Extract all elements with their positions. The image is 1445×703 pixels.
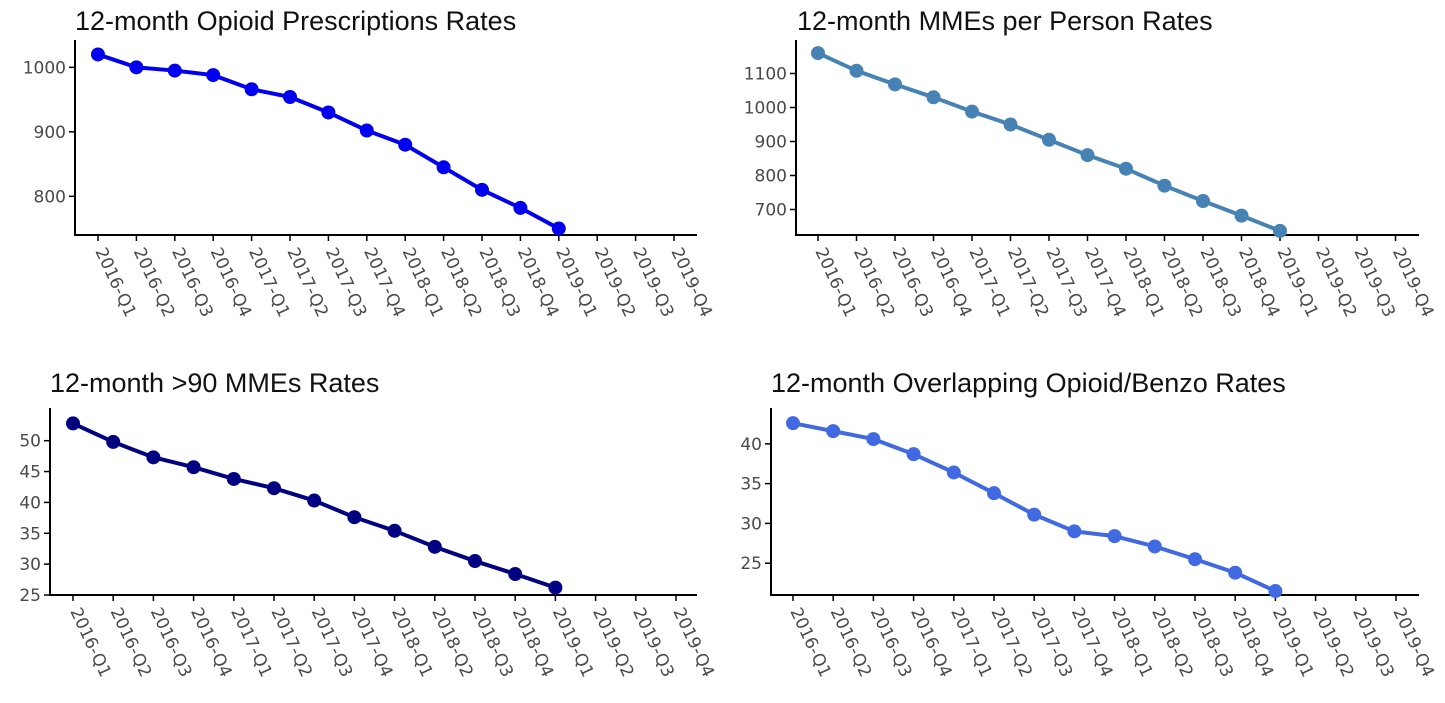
- data-point: [226, 471, 241, 486]
- chart-panel-opioid-prescriptions: 12-month Opioid Prescriptions Rates 800 9…: [0, 0, 722, 350]
- data-point: [849, 63, 864, 78]
- y-tick-label: 40: [19, 493, 41, 513]
- y-tick-label: 35: [19, 524, 41, 544]
- data-point: [427, 539, 442, 554]
- data-point: [1234, 208, 1249, 223]
- data-point: [283, 90, 297, 105]
- data-point: [398, 137, 413, 152]
- series-line: [97, 52, 560, 231]
- data-point: [186, 460, 201, 475]
- data-point: [106, 434, 121, 449]
- line-chart: 700800900100011002016-Q12016-Q22016-Q320…: [744, 40, 1437, 320]
- series-line: [792, 421, 1277, 593]
- data-point: [475, 182, 489, 197]
- data-point: [1067, 524, 1082, 539]
- data-point: [513, 200, 528, 215]
- y-tick-label: 1100: [744, 65, 787, 85]
- y-tick-label: 30: [19, 555, 41, 575]
- y-tick-label: 40: [740, 435, 762, 455]
- data-point: [1273, 223, 1287, 238]
- y-tick-label: 35: [740, 475, 762, 495]
- data-point: [826, 424, 841, 439]
- data-point: [91, 47, 105, 62]
- data-point: [1188, 552, 1202, 567]
- data-point: [888, 77, 902, 92]
- data-point: [906, 447, 921, 462]
- chart-panel-mmes-per-person: 12-month MMEs per Person Rates 700 800 900…: [722, 0, 1445, 350]
- data-point: [307, 493, 322, 508]
- data-point: [1228, 565, 1243, 580]
- data-point: [347, 510, 362, 525]
- y-tick-label: 45: [19, 463, 41, 483]
- y-tick-label: 25: [19, 586, 41, 606]
- y-tick-label: 30: [740, 514, 762, 534]
- data-point: [129, 60, 144, 75]
- data-point: [965, 104, 979, 119]
- y-tick-label: 700: [755, 201, 787, 221]
- y-tick-label: 800: [34, 187, 66, 207]
- data-point: [508, 567, 523, 582]
- y-tick-label: 50: [19, 432, 41, 452]
- data-point: [548, 580, 563, 595]
- data-point: [1027, 507, 1042, 522]
- data-point: [1042, 132, 1056, 147]
- data-point: [146, 450, 161, 465]
- data-point: [811, 46, 825, 61]
- y-tick-label: 900: [755, 133, 787, 153]
- data-point: [468, 554, 482, 569]
- chart-panel-overlapping-opioid-benzo: 12-month Overlapping Opioid/Benzo Rates …: [722, 350, 1445, 703]
- data-point: [387, 523, 402, 538]
- chart-title: 12-month Overlapping Opioid/Benzo Rates: [771, 368, 1286, 398]
- data-point: [1107, 529, 1122, 544]
- data-point: [1196, 194, 1210, 208]
- data-point: [206, 68, 221, 83]
- data-point: [436, 160, 451, 175]
- line-chart: 80090010002016-Q12016-Q22016-Q32016-Q420…: [23, 40, 716, 320]
- data-point: [66, 416, 80, 431]
- chart-title: 12-month MMEs per Person Rates: [797, 6, 1213, 36]
- line-chart: 2530354045502016-Q12016-Q22016-Q32016-Q4…: [19, 408, 718, 680]
- data-point: [244, 82, 259, 97]
- chart-panel-over-90-mmes: 12-month >90 MMEs Rates 25 30 35 40 45 50 2016…: [0, 350, 722, 703]
- data-point: [1119, 161, 1133, 176]
- data-point: [267, 481, 281, 496]
- y-tick-label: 25: [740, 554, 762, 574]
- data-point: [987, 486, 1001, 501]
- data-point: [1147, 539, 1162, 554]
- line-chart: 253035402016-Q12016-Q22016-Q32016-Q42017…: [740, 408, 1438, 680]
- data-point: [946, 465, 961, 480]
- data-point: [1080, 148, 1095, 163]
- y-tick-label: 1000: [23, 58, 66, 78]
- data-point: [926, 90, 941, 105]
- data-point: [1268, 584, 1283, 599]
- data-point: [786, 416, 800, 431]
- chart-title: 12-month Opioid Prescriptions Rates: [75, 6, 517, 36]
- y-tick-label: 900: [34, 123, 66, 143]
- data-point: [1157, 178, 1172, 193]
- y-tick-label: 1000: [744, 99, 787, 119]
- data-point: [359, 123, 374, 138]
- data-point: [167, 63, 182, 78]
- data-point: [551, 221, 566, 236]
- y-tick-label: 800: [755, 167, 787, 187]
- data-point: [866, 432, 881, 447]
- chart-title: 12-month >90 MMEs Rates: [50, 368, 380, 398]
- data-point: [321, 105, 336, 120]
- data-point: [1003, 117, 1018, 132]
